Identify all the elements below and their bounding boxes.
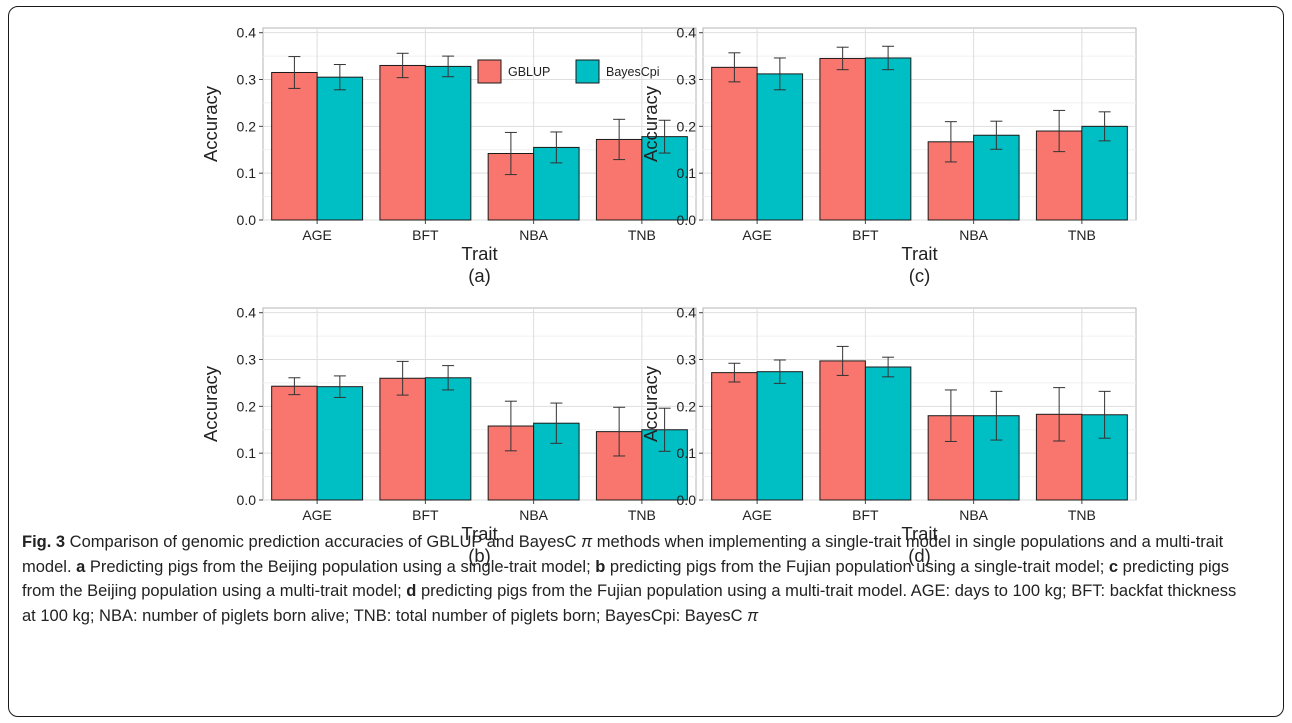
bar-bayescpi-age: [756, 371, 804, 501]
x-axis-title: Trait: [461, 243, 497, 264]
x-tick-label: TNB: [628, 507, 656, 523]
caption-c-text: predicting pigs from the Beijing populat…: [22, 557, 1230, 601]
chart-panel-a: 0.0 0.1 0.2 0.3 0.4 AGE BFT NBA TNB Trait Accuracy…: [200, 25, 697, 286]
x-tick-label: AGE: [742, 507, 772, 523]
x-tick-label: NBA: [959, 227, 988, 243]
chart-panel-c: 0.0 0.1 0.2 0.3 0.4 AGE BFT NBA TNB Trait Accuracy…: [640, 25, 1137, 286]
x-tick-label: BFT: [412, 507, 439, 523]
legend-label-bayescpi: BayesCpi: [606, 65, 660, 79]
x-tick-label: TNB: [1068, 227, 1096, 243]
legend-swatch-bayescpi: [575, 59, 600, 84]
bar-gblup-bft: [379, 377, 426, 501]
y-axis-title: Accuracy: [200, 365, 221, 442]
y-tick-label: 0.0: [677, 212, 697, 228]
x-tick-label: BFT: [852, 507, 879, 523]
y-axis-title: Accuracy: [640, 85, 661, 162]
x-tick-label: TNB: [628, 227, 656, 243]
bar-bayescpi-age: [756, 73, 804, 221]
x-tick-label: TNB: [1068, 507, 1096, 523]
y-tick-label: 0.0: [237, 492, 257, 508]
caption-a-label: a: [76, 557, 86, 576]
panel-label: (d): [908, 545, 931, 566]
caption-title: Comparison of genomic prediction accurac…: [65, 533, 582, 551]
bar-bayescpi-tnb: [641, 136, 688, 221]
caption-title-rest: methods when implementing a single-trait…: [22, 533, 1224, 576]
caption-b-label: b: [595, 557, 606, 576]
bar-gblup-age: [711, 66, 758, 221]
panel-label: (a): [468, 265, 491, 286]
bar-gblup-age: [711, 372, 758, 501]
bar-gblup-bft: [819, 360, 866, 501]
x-tick-label: AGE: [302, 227, 332, 243]
legend: GBLUP BayesCpi: [477, 59, 660, 84]
y-tick-label: 0.2: [677, 398, 697, 414]
bar-gblup-bft: [379, 64, 426, 221]
x-tick-label: NBA: [519, 507, 548, 523]
x-tick-label: NBA: [959, 507, 988, 523]
caption-d-text: predicting pigs from the Fujian populati…: [22, 582, 1237, 625]
panel-label: (b): [468, 545, 491, 566]
figure-caption: Fig. 3 Comparison of genomic prediction …: [22, 530, 1252, 628]
y-tick-label: 0.1: [677, 445, 697, 461]
x-axis-title: Trait: [901, 243, 937, 264]
y-tick-label: 0.2: [237, 118, 257, 134]
y-tick-label: 0.4: [237, 25, 257, 41]
y-tick-label: 0.2: [237, 398, 257, 414]
y-tick-label: 0.1: [237, 445, 257, 461]
bar-bayescpi-bft: [424, 65, 472, 221]
y-tick-label: 0.3: [677, 352, 697, 368]
bar-bayescpi-bft: [864, 366, 912, 501]
caption-fig-label: Fig. 3: [22, 533, 66, 551]
bar-bayescpi-tnb: [1081, 125, 1128, 221]
y-tick-label: 0.4: [237, 305, 257, 321]
y-tick-label: 0.4: [677, 305, 697, 321]
bar-bayescpi-age: [316, 76, 364, 221]
x-tick-label: AGE: [742, 227, 772, 243]
y-tick-label: 0.0: [237, 212, 257, 228]
chart-panel-b: 0.0 0.1 0.2 0.3 0.4 AGE BFT NBA TNB Trait Accuracy…: [200, 305, 697, 566]
y-tick-label: 0.1: [677, 165, 697, 181]
bar-bayescpi-bft: [424, 377, 472, 501]
y-tick-label: 0.3: [237, 352, 257, 368]
y-tick-label: 0.2: [677, 118, 697, 134]
caption-d-label: d: [406, 582, 417, 600]
y-tick-label: 0.1: [237, 165, 257, 181]
legend-swatch-gblup: [477, 59, 502, 84]
x-tick-label: NBA: [519, 227, 548, 243]
x-tick-label: BFT: [852, 227, 879, 243]
y-axis-title: Accuracy: [640, 365, 661, 442]
bar-gblup-age: [271, 385, 318, 501]
x-axis-title: Trait: [461, 523, 497, 544]
y-tick-label: 0.3: [237, 72, 257, 88]
x-tick-label: AGE: [302, 507, 332, 523]
figure-frame: [8, 6, 1284, 717]
bar-bayescpi-bft: [864, 57, 912, 221]
x-axis-title: Trait: [901, 523, 937, 544]
bar-gblup-bft: [819, 57, 866, 221]
y-axis-title: Accuracy: [200, 85, 221, 162]
bar-bayescpi-age: [316, 386, 364, 501]
caption-pi-2: π: [747, 606, 759, 625]
caption-b-text: predicting pigs from the Fujian populati…: [605, 557, 1109, 576]
y-tick-label: 0.3: [677, 72, 697, 88]
caption-pi-1: π: [581, 533, 593, 551]
caption-a-text: Predicting pigs from the Beijing populat…: [85, 557, 596, 576]
y-tick-label: 0.0: [677, 492, 697, 508]
x-tick-label: BFT: [412, 227, 439, 243]
caption-c-label: c: [1108, 557, 1119, 576]
y-tick-label: 0.4: [677, 25, 697, 41]
bar-gblup-age: [271, 71, 318, 221]
panel-label: (c): [909, 265, 931, 286]
chart-panel-d: 0.0 0.1 0.2 0.3 0.4 AGE BFT NBA TNB Trait Accuracy…: [640, 305, 1137, 566]
legend-label-gblup: GBLUP: [508, 65, 550, 79]
